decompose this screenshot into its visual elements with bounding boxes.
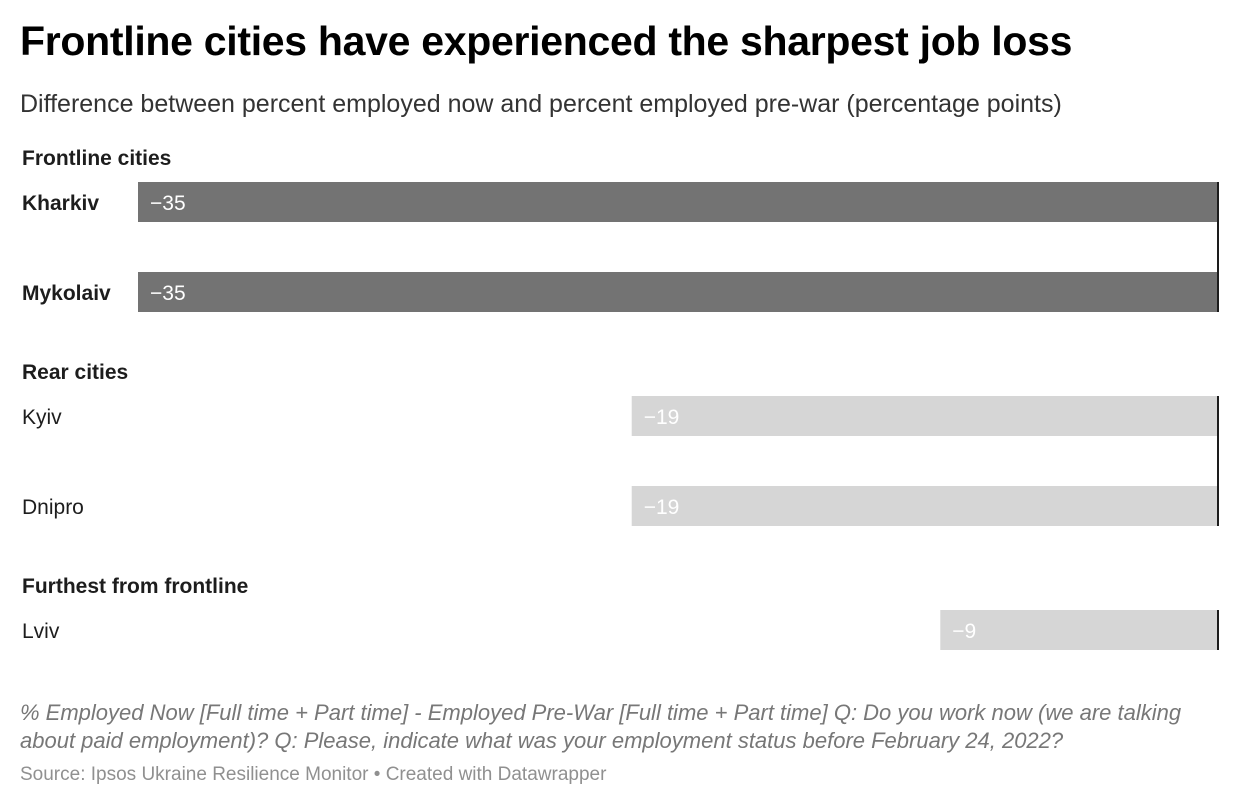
group-heading: Rear cities: [22, 361, 128, 384]
bar: [631, 396, 1218, 436]
bar-group: Furthest from frontline Lviv −9: [22, 575, 1219, 650]
bar-group: Rear cities Kyiv −19 Dnipro −19: [22, 361, 1219, 526]
category-label: Dnipro: [22, 496, 84, 519]
value-label: −19: [644, 406, 680, 429]
group-heading: Furthest from frontline: [22, 575, 248, 598]
methodology-note: % Employed Now [Full time + Part time] -…: [20, 700, 1182, 753]
bar-chart: Frontline cities Kharkiv −35 Mykolaiv −35 Rea…: [22, 147, 1219, 650]
value-label: −19: [644, 496, 680, 519]
bar: [138, 182, 1218, 222]
category-label: Kyiv: [22, 406, 62, 429]
source-credit: Source: Ipsos Ukraine Resilience Monitor…: [20, 764, 607, 785]
bar-group: Frontline cities Kharkiv −35 Mykolaiv −35: [22, 147, 1219, 312]
bar: [631, 486, 1218, 526]
category-label: Mykolaiv: [22, 282, 111, 305]
group-heading: Frontline cities: [22, 147, 171, 170]
category-label: Kharkiv: [22, 192, 99, 215]
bar: [138, 272, 1218, 312]
chart-subtitle: Difference between percent employed now …: [20, 90, 1062, 118]
chart-title: Frontline cities have experienced the sh…: [20, 18, 1073, 64]
value-label: −9: [952, 620, 976, 643]
category-label: Lviv: [22, 620, 60, 643]
value-label: −35: [150, 192, 186, 215]
value-label: −35: [150, 282, 186, 305]
bar: [940, 610, 1218, 650]
